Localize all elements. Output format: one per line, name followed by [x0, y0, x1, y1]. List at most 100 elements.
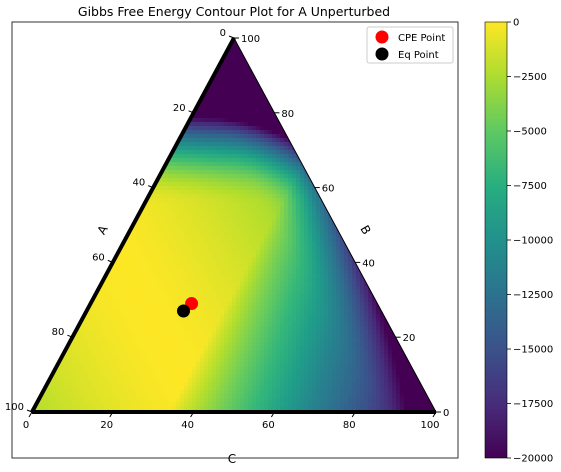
heatmap-cell	[144, 382, 149, 387]
heatmap-cell	[300, 382, 305, 387]
heatmap-cell	[248, 206, 253, 211]
heatmap-cell	[324, 278, 329, 283]
heatmap-cell	[112, 306, 117, 311]
heatmap-cell	[220, 350, 225, 355]
heatmap-cell	[72, 354, 77, 359]
heatmap-cell	[336, 302, 341, 307]
heatmap-cell	[212, 290, 217, 295]
heatmap-cell	[88, 378, 93, 383]
heatmap-cell	[196, 338, 201, 343]
heatmap-cell	[332, 354, 337, 359]
heatmap-cell	[204, 266, 209, 271]
heatmap-cell	[248, 358, 253, 363]
heatmap-cell	[108, 366, 113, 371]
heatmap-cell	[268, 378, 273, 383]
heatmap-cell	[356, 370, 361, 375]
heatmap-cell	[264, 166, 269, 171]
heatmap-cell	[104, 306, 109, 311]
heatmap-cell	[136, 262, 141, 267]
heatmap-cell	[252, 174, 257, 179]
heatmap-cell	[168, 174, 173, 179]
heatmap-cell	[284, 274, 289, 279]
heatmap-cell	[352, 294, 357, 299]
heatmap-cell	[248, 270, 253, 275]
heatmap-cell	[180, 186, 185, 191]
heatmap-cell	[88, 406, 93, 411]
heatmap-cell	[208, 294, 213, 299]
heatmap-cell	[248, 350, 253, 355]
heatmap-cell	[124, 382, 129, 387]
heatmap-cell	[168, 246, 173, 251]
heatmap-cell	[360, 402, 365, 407]
heatmap-cell	[208, 326, 213, 331]
heatmap-cell	[312, 286, 317, 291]
heatmap-cell	[220, 134, 225, 139]
heatmap-cell	[312, 382, 317, 387]
heatmap-cell	[364, 354, 369, 359]
heatmap-cell	[244, 214, 249, 219]
heatmap-cell	[156, 194, 161, 199]
heatmap-cell	[140, 378, 145, 383]
heatmap-cell	[148, 318, 153, 323]
heatmap-cell	[236, 146, 241, 151]
heatmap-cell	[224, 394, 229, 399]
heatmap-cell	[252, 94, 257, 99]
heatmap-cell	[248, 86, 253, 91]
heatmap-cell	[264, 306, 269, 311]
heatmap-cell	[372, 394, 377, 399]
heatmap-cell	[260, 390, 265, 395]
heatmap-cell	[180, 278, 185, 283]
heatmap-cell	[72, 350, 77, 355]
heatmap-cell	[236, 74, 241, 79]
heatmap-cell	[164, 170, 169, 175]
heatmap-cell	[240, 234, 245, 239]
heatmap-cell	[340, 246, 345, 251]
heatmap-cell	[332, 406, 337, 411]
heatmap-cell	[164, 326, 169, 331]
heatmap-cell	[208, 390, 213, 395]
heatmap-cell	[180, 394, 185, 399]
heatmap-cell	[156, 294, 161, 299]
heatmap-cell	[304, 254, 309, 259]
heatmap-cell	[148, 378, 153, 383]
heatmap-cell	[312, 294, 317, 299]
heatmap-cell	[220, 194, 225, 199]
heatmap-cell	[196, 302, 201, 307]
heatmap-cell	[128, 350, 133, 355]
heatmap-cell	[208, 146, 213, 151]
heatmap-cell	[280, 294, 285, 299]
heatmap-cell	[260, 346, 265, 351]
heatmap-cell	[324, 362, 329, 367]
heatmap-cell	[368, 350, 373, 355]
heatmap-cell	[324, 350, 329, 355]
heatmap-cell	[184, 218, 189, 223]
heatmap-cell	[268, 178, 273, 183]
heatmap-cell	[316, 350, 321, 355]
heatmap-cell	[208, 250, 213, 255]
heatmap-cell	[232, 110, 237, 115]
heatmap-cell	[124, 290, 129, 295]
heatmap-cell	[80, 370, 85, 375]
heatmap-cell	[304, 222, 309, 227]
heatmap-cell	[188, 210, 193, 215]
heatmap-cell	[156, 326, 161, 331]
heatmap-cell	[180, 142, 185, 147]
heatmap-cell	[164, 202, 169, 207]
heatmap-cell	[264, 394, 269, 399]
heatmap-cell	[240, 94, 245, 99]
heatmap-cell	[260, 122, 265, 127]
heatmap-cell	[116, 406, 121, 411]
heatmap-cell	[292, 242, 297, 247]
heatmap-cell	[244, 234, 249, 239]
heatmap-cell	[92, 358, 97, 363]
heatmap-cell	[224, 378, 229, 383]
heatmap-cell	[244, 406, 249, 411]
heatmap-cell	[264, 126, 269, 131]
heatmap-cell	[280, 322, 285, 327]
heatmap-cell	[288, 290, 293, 295]
heatmap-cell	[344, 262, 349, 267]
heatmap-cell	[360, 350, 365, 355]
heatmap-cell	[156, 210, 161, 215]
heatmap-cell	[292, 402, 297, 407]
heatmap-cell	[88, 334, 93, 339]
